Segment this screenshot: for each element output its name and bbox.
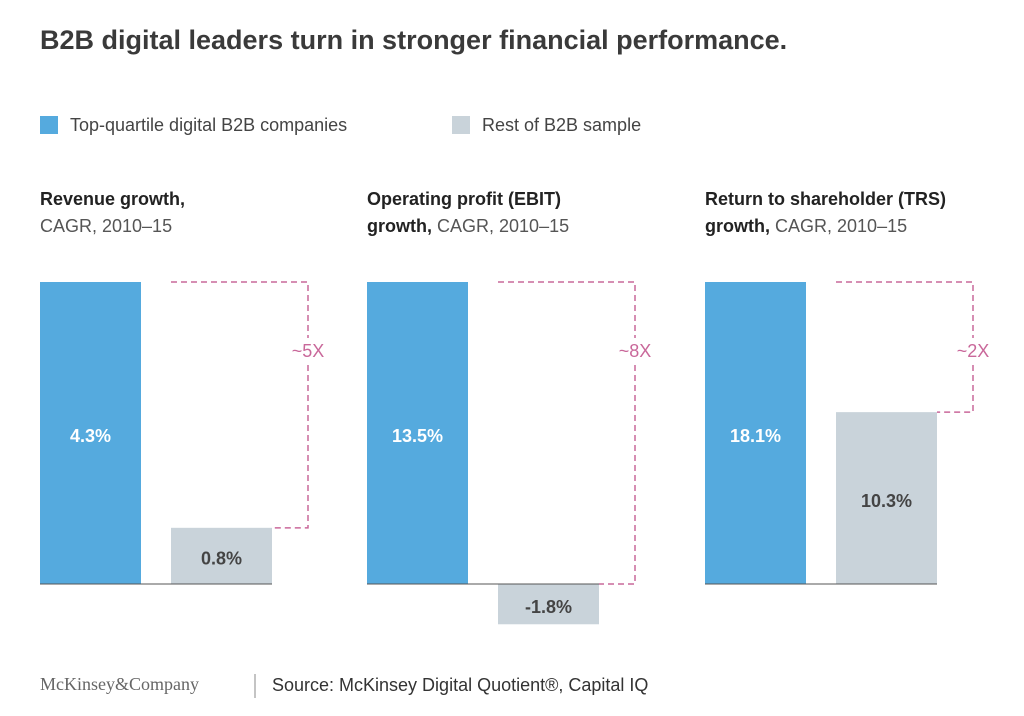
panel-subtitle: CAGR, 2010–15 — [40, 216, 173, 236]
value-label: 0.8% — [201, 549, 242, 569]
panel-subtitle: CAGR, 2010–15 — [437, 216, 570, 236]
source: Source: McKinsey Digital Quotient®, Capi… — [272, 675, 648, 695]
legend-swatch — [452, 116, 470, 134]
value-label: 10.3% — [861, 491, 912, 511]
value-label: -1.8% — [525, 597, 572, 617]
panel-header: Operating profit (EBIT) growth, CAGR, 20… — [367, 186, 607, 240]
value-label: 18.1% — [730, 426, 781, 446]
bar — [836, 412, 937, 584]
bar — [705, 282, 806, 584]
bar — [40, 282, 141, 584]
legend-label: Rest of B2B sample — [482, 115, 641, 135]
panel-header: Revenue growth, CAGR, 2010–15 — [40, 186, 215, 240]
panel-title: Operating profit (EBIT) growth, — [367, 189, 561, 236]
value-label: 13.5% — [392, 426, 443, 446]
legend-label: Top-quartile digital B2B companies — [70, 115, 347, 135]
annotation-bg — [284, 338, 332, 364]
bar — [171, 527, 272, 584]
brand: McKinsey&Company — [40, 674, 199, 694]
annotation-bg — [611, 338, 659, 364]
annotation: ~5X — [292, 341, 325, 361]
panel-title: Return to shareholder (TRS) growth, — [705, 189, 947, 236]
panel-subtitle: CAGR, 2010–15 — [775, 216, 908, 236]
annotation-bg — [949, 338, 997, 364]
bracket — [498, 281, 636, 585]
bracket — [171, 281, 309, 529]
chart-title: B2B digital leaders turn in stronger fin… — [40, 25, 787, 55]
legend-swatch — [40, 116, 58, 134]
bar — [498, 584, 599, 625]
annotation: ~2X — [957, 341, 990, 361]
panel-header: Return to shareholder (TRS) growth, CAGR… — [705, 186, 1005, 240]
bar — [367, 282, 468, 584]
panel-title: Revenue growth, — [40, 189, 186, 209]
annotation: ~8X — [619, 341, 652, 361]
value-label: 4.3% — [70, 426, 111, 446]
